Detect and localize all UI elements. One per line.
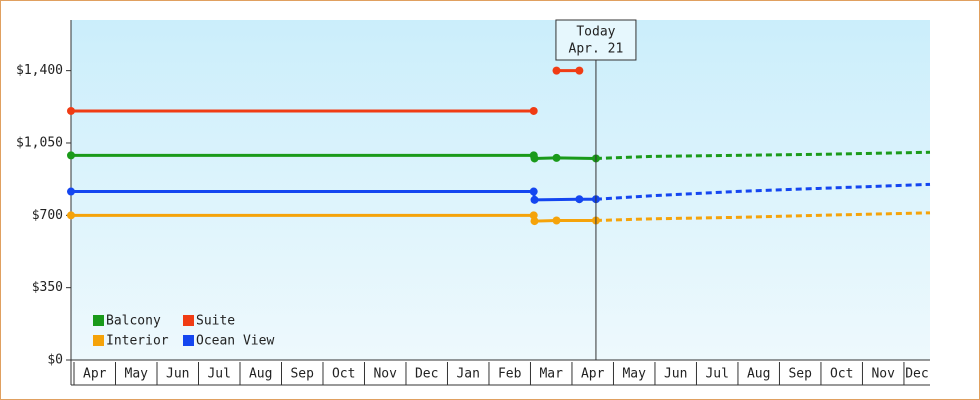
point (529, 106, 538, 115)
x-tick-label: Aug (747, 367, 770, 382)
point (67, 151, 75, 160)
y-tick-label: $0 (47, 353, 63, 368)
legend-swatch (183, 335, 194, 346)
x-tick-label: Apr (83, 367, 107, 382)
x-tick-label: Mar (539, 367, 563, 382)
point (552, 153, 561, 162)
x-tick-label: Dec (905, 367, 928, 382)
x-tick-label: May (125, 367, 149, 382)
point (530, 217, 539, 226)
y-tick-label: $350 (32, 280, 63, 295)
x-tick-label: Apr (581, 367, 605, 382)
today-label: Today (576, 25, 615, 40)
y-tick-label: $700 (32, 208, 63, 223)
x-tick-label: Feb (498, 367, 522, 382)
x-tick-label: Sep (290, 367, 314, 382)
point (575, 195, 584, 204)
legend-label: Suite (196, 314, 235, 329)
legend-swatch (183, 315, 194, 326)
x-tick-label: Nov (373, 367, 397, 382)
point (529, 187, 538, 196)
x-tick-label: Oct (332, 367, 355, 382)
legend-swatch (93, 315, 104, 326)
x-tick-label: Jul (207, 367, 230, 382)
point (552, 66, 561, 75)
point (67, 187, 75, 196)
today-date: Apr. 21 (569, 42, 624, 57)
today-box (555, 19, 637, 61)
x-tick-label: Jun (664, 367, 687, 382)
point (67, 106, 75, 115)
x-tick-label: Sep (788, 367, 812, 382)
point (67, 211, 75, 220)
x-tick-label: Dec (415, 367, 438, 382)
point (552, 216, 561, 225)
x-tick-label: Jan (456, 367, 479, 382)
point (575, 66, 584, 75)
x-tick-label: Oct (830, 367, 853, 382)
x-tick-label: Aug (249, 367, 272, 382)
point (530, 195, 539, 204)
legend-swatch (93, 335, 104, 346)
x-tick-label: May (622, 367, 646, 382)
point (530, 154, 539, 163)
x-tick-label: Jul (705, 367, 728, 382)
x-tick-label: Jun (166, 367, 189, 382)
y-tick-label: $1,050 (16, 135, 63, 150)
y-tick-label: $1,400 (16, 63, 63, 78)
legend-label: Interior (106, 334, 169, 349)
legend-label: Ocean View (196, 334, 274, 349)
x-tick-label: Nov (871, 367, 895, 382)
legend-label: Balcony (106, 314, 161, 329)
